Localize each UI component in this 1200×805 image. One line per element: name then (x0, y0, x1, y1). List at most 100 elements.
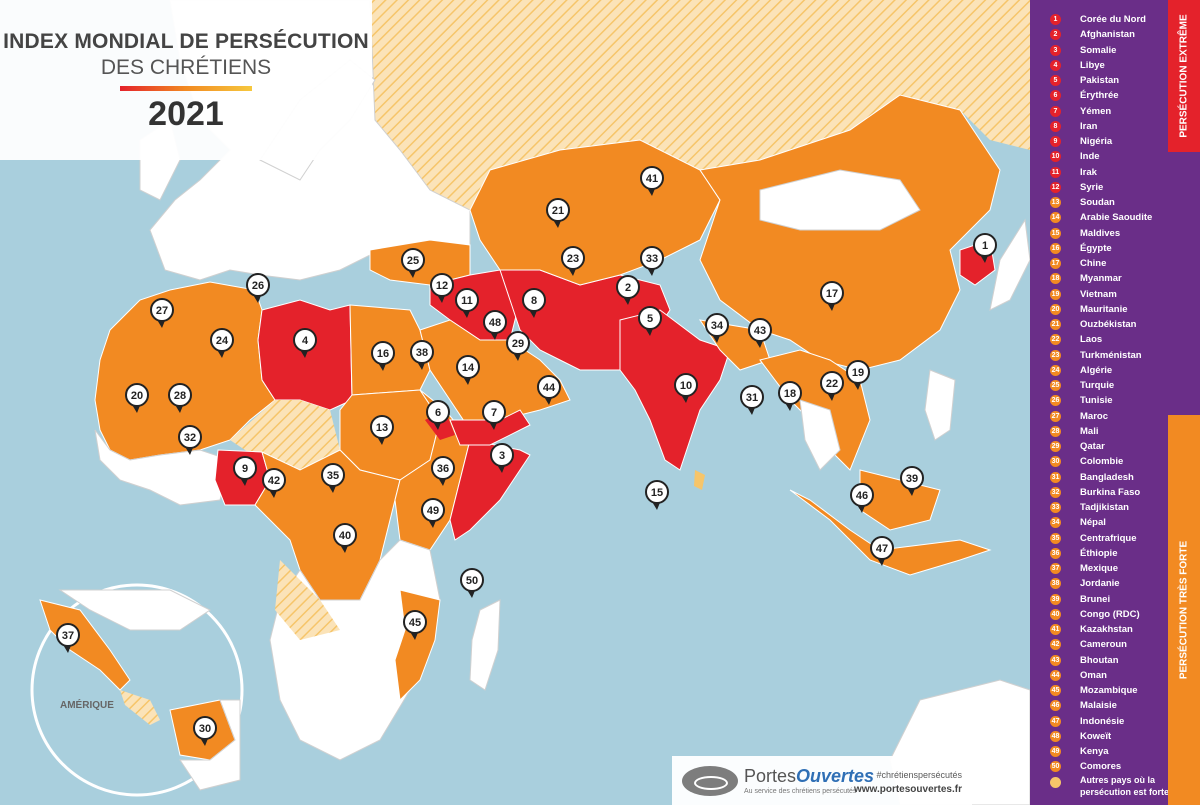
inset-label: AMÉRIQUE (60, 700, 114, 711)
legend-country-name: Bangladesh (1080, 471, 1134, 483)
marker-circle (456, 355, 480, 379)
marker-rank-label: 19 (852, 367, 864, 379)
logo-tagline: Au service des chrétiens persécutés (744, 788, 857, 795)
indonesia (789, 489, 992, 576)
rank-marker: 44 (537, 375, 561, 405)
logo-name: PortesOuvertes (744, 766, 874, 787)
legend-country-name: Soudan (1080, 197, 1115, 208)
rank-marker: 9 (233, 456, 257, 486)
legend-country-name: Centrafrique (1080, 532, 1137, 544)
legend-country-name: Pakistan (1080, 75, 1120, 86)
legend-country-name: Mali (1080, 425, 1099, 437)
legend-country-name: Myanmar (1080, 273, 1122, 285)
legend-rank-dot: 37 (1050, 563, 1061, 574)
legend-country-name: Comores (1080, 761, 1122, 773)
rank-marker: 24 (210, 328, 234, 358)
title-year: 2021 (148, 95, 224, 133)
legend-country-name: Colombie (1080, 456, 1124, 468)
footer-url[interactable]: www.portesouvertes.fr (854, 784, 962, 795)
marker-rank-label: 10 (680, 380, 692, 392)
marker-circle (370, 415, 394, 439)
rank-marker: 14 (456, 355, 480, 385)
legend-rank-dot: 33 (1050, 502, 1061, 513)
legend-country-name: Nigéria (1080, 136, 1113, 147)
rank-marker: 11 (455, 288, 479, 318)
legend-country-name: Somalie (1080, 44, 1117, 56)
legend-rank-dot: 20 (1050, 303, 1061, 315)
legend-rank-dot: 6 (1050, 90, 1061, 102)
rank-marker: 28 (168, 383, 192, 413)
marker-circle (421, 498, 445, 522)
legend-country-name: Malaisie (1080, 700, 1117, 712)
legend-country-name: Irak (1080, 166, 1097, 178)
marker-circle (490, 443, 514, 467)
legend-rank-dot: 27 (1050, 410, 1061, 422)
marker-rank-label: 47 (876, 543, 888, 555)
rank-marker: 47 (870, 536, 894, 566)
legend-rank-dot: 1 (1050, 14, 1061, 25)
rank-marker: 20 (125, 383, 149, 413)
legend-country-name: Kenya (1080, 746, 1109, 757)
legend-country-name: Chine (1080, 258, 1107, 269)
india (619, 309, 731, 471)
band-extreme-label: PERSÉCUTION EXTRÊME (1178, 14, 1190, 138)
thailand (799, 399, 841, 471)
south-america (179, 699, 241, 791)
legend-country-name: Turquie (1080, 380, 1115, 391)
marker-rank-label: 21 (552, 205, 564, 217)
legend-country-name: Turkménistan (1080, 349, 1142, 361)
marker-circle (262, 468, 286, 492)
marker-circle (778, 381, 802, 405)
rank-marker: 29 (506, 331, 530, 361)
legend-rank-dot: 49 (1050, 746, 1061, 757)
legend-rank-dot: 44 (1050, 669, 1061, 681)
band-strong-label: PERSÉCUTION TRÈS FORTE (1178, 540, 1190, 680)
legend-country-name: Arabie Saoudite (1080, 212, 1153, 224)
legend-rank-dot: 19 (1050, 288, 1061, 300)
marker-rank-label: 45 (409, 617, 421, 629)
legend-rank-dot: 13 (1050, 197, 1061, 208)
marker-rank-label: 34 (711, 320, 724, 332)
marker-rank-label: 23 (567, 253, 579, 265)
marker-rank-label: 11 (461, 295, 473, 307)
marker-rank-label: 14 (462, 362, 475, 374)
title-line-2: DES CHRÉTIENS (100, 56, 272, 79)
marker-rank-label: 27 (156, 305, 168, 317)
marker-rank-label: 5 (647, 313, 653, 325)
legend-country-name: Syrie (1080, 181, 1104, 193)
logo-name-a: Portes (744, 766, 797, 786)
marker-rank-label: 31 (746, 392, 758, 404)
legend-country-name: Jordanie (1080, 578, 1120, 590)
legend-rank-dot: 24 (1050, 364, 1061, 376)
marker-rank-label: 25 (407, 255, 419, 267)
arabia (419, 319, 571, 431)
marker-circle (482, 400, 506, 424)
marker-circle (193, 716, 217, 740)
title-panel: INDEX MONDIAL DE PERSÉCUTION DES CHRÉTIE… (0, 0, 372, 160)
title-line-1: INDEX MONDIAL DE PERSÉCUTION (3, 30, 369, 53)
rank-marker: 18 (778, 381, 802, 411)
rank-marker: 33 (640, 246, 664, 276)
rank-marker: 38 (410, 340, 434, 370)
marker-circle (246, 273, 270, 297)
marker-circle (537, 375, 561, 399)
marker-rank-label: 7 (491, 407, 497, 419)
marker-rank-label: 24 (216, 335, 229, 347)
marker-rank-label: 29 (512, 338, 524, 350)
marker-rank-label: 41 (646, 173, 658, 185)
rank-marker: 17 (820, 281, 844, 311)
rank-marker: 27 (150, 298, 174, 328)
legend-rank-dot: 8 (1050, 120, 1061, 132)
rank-marker: 31 (740, 385, 764, 415)
legend-country-name: Vietnam (1080, 288, 1117, 300)
marker-rank-label: 6 (435, 407, 441, 419)
legend-rank-dot: 26 (1050, 395, 1061, 407)
marker-circle (321, 463, 345, 487)
marker-circle (846, 360, 870, 384)
marker-rank-label: 42 (268, 475, 280, 487)
rank-marker: 34 (705, 313, 729, 343)
southern-africa-other (275, 560, 340, 640)
marker-rank-label: 8 (531, 295, 537, 307)
marker-circle (410, 340, 434, 364)
